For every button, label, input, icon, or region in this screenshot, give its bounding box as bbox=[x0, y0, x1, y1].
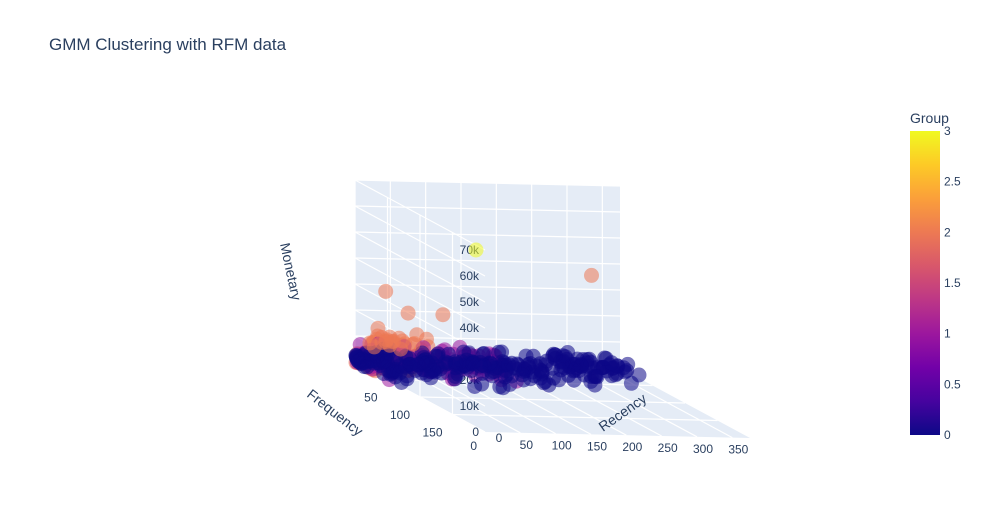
colorbar-tick-label: 2 bbox=[944, 225, 951, 239]
data-point[interactable] bbox=[376, 354, 392, 370]
data-point[interactable] bbox=[474, 376, 490, 392]
grid-monetary-line bbox=[354, 283, 621, 291]
data-point[interactable] bbox=[349, 349, 365, 365]
colorbar-title: Group bbox=[910, 110, 949, 126]
data-point[interactable] bbox=[435, 307, 451, 323]
tick-label-recency: 50 bbox=[520, 438, 534, 452]
data-point[interactable] bbox=[514, 367, 530, 383]
z-axis-title: Monetary bbox=[277, 241, 305, 301]
data-point[interactable] bbox=[379, 332, 395, 348]
colorbar: Group 0 0.5 1 1.5 2 2.5 3 bbox=[910, 110, 961, 442]
y-axis-title: Frequency bbox=[304, 386, 366, 439]
colorbar-tick-label: 0 bbox=[944, 428, 951, 442]
grid-frequency-line bbox=[419, 396, 686, 404]
chart-title: GMM Clustering with RFM data bbox=[49, 35, 287, 54]
colorbar-tick-label: 1 bbox=[944, 327, 951, 341]
tick-label-recency: 350 bbox=[728, 443, 748, 457]
grid-monetary-line bbox=[354, 257, 621, 265]
tick-label-monetary: 40k bbox=[460, 321, 480, 335]
data-point[interactable] bbox=[370, 320, 386, 336]
tick-label-monetary: 50k bbox=[460, 295, 480, 309]
data-point[interactable] bbox=[525, 348, 541, 364]
tick-label-recency: 150 bbox=[587, 439, 607, 453]
tick-label-frequency: 150 bbox=[422, 426, 442, 440]
data-point[interactable] bbox=[450, 366, 466, 382]
data-point[interactable] bbox=[587, 377, 603, 393]
tick-label-frequency: 0 bbox=[470, 439, 477, 453]
tick-label-monetary: 0 bbox=[472, 425, 479, 439]
tick-label-monetary: 10k bbox=[460, 399, 480, 413]
data-point[interactable] bbox=[619, 363, 635, 379]
data-point[interactable] bbox=[414, 354, 430, 370]
grid-frequency-line bbox=[452, 413, 718, 422]
data-point[interactable] bbox=[468, 242, 484, 258]
data-point[interactable] bbox=[476, 346, 492, 361]
tick-label-recency: 0 bbox=[496, 431, 503, 445]
tick-label-monetary: 60k bbox=[460, 269, 480, 283]
data-point[interactable] bbox=[623, 375, 639, 391]
scene-3d[interactable]: 010k20k30k40k50k60k70k501001500501001502… bbox=[348, 179, 750, 457]
colorbar-tick-label: 0.5 bbox=[944, 377, 961, 391]
colorbar-tick-label: 2.5 bbox=[944, 175, 961, 189]
data-point[interactable] bbox=[428, 348, 444, 364]
tick-label-frequency: 50 bbox=[364, 391, 378, 405]
tick-label-recency: 100 bbox=[552, 439, 572, 453]
data-point[interactable] bbox=[541, 377, 557, 393]
grid-monetary-line bbox=[354, 179, 621, 187]
data-point[interactable] bbox=[534, 366, 550, 382]
data-point[interactable] bbox=[476, 358, 492, 374]
data-point[interactable] bbox=[573, 358, 589, 374]
data-point[interactable] bbox=[393, 341, 409, 357]
grid-monetary-line bbox=[354, 309, 621, 317]
data-point[interactable] bbox=[359, 359, 375, 375]
data-point[interactable] bbox=[366, 339, 382, 355]
data-point[interactable] bbox=[405, 336, 421, 352]
data-point[interactable] bbox=[584, 267, 599, 283]
colorbar-gradient bbox=[910, 131, 940, 435]
data-point[interactable] bbox=[392, 365, 408, 381]
tick-label-frequency: 100 bbox=[390, 408, 410, 422]
data-point[interactable] bbox=[547, 347, 563, 363]
grid-monetary-line bbox=[354, 231, 621, 239]
colorbar-tick-label: 3 bbox=[944, 124, 951, 138]
data-point[interactable] bbox=[400, 305, 416, 321]
grid-monetary-line bbox=[354, 205, 621, 213]
data-points[interactable] bbox=[348, 242, 647, 396]
colorbar-tick-label: 1.5 bbox=[944, 276, 961, 290]
tick-label-recency: 250 bbox=[658, 441, 678, 455]
data-point[interactable] bbox=[561, 367, 576, 383]
tick-label-recency: 200 bbox=[622, 440, 642, 454]
tick-label-recency: 300 bbox=[693, 442, 713, 456]
data-point[interactable] bbox=[419, 367, 435, 383]
data-point[interactable] bbox=[604, 355, 620, 371]
data-point[interactable] bbox=[378, 283, 394, 299]
